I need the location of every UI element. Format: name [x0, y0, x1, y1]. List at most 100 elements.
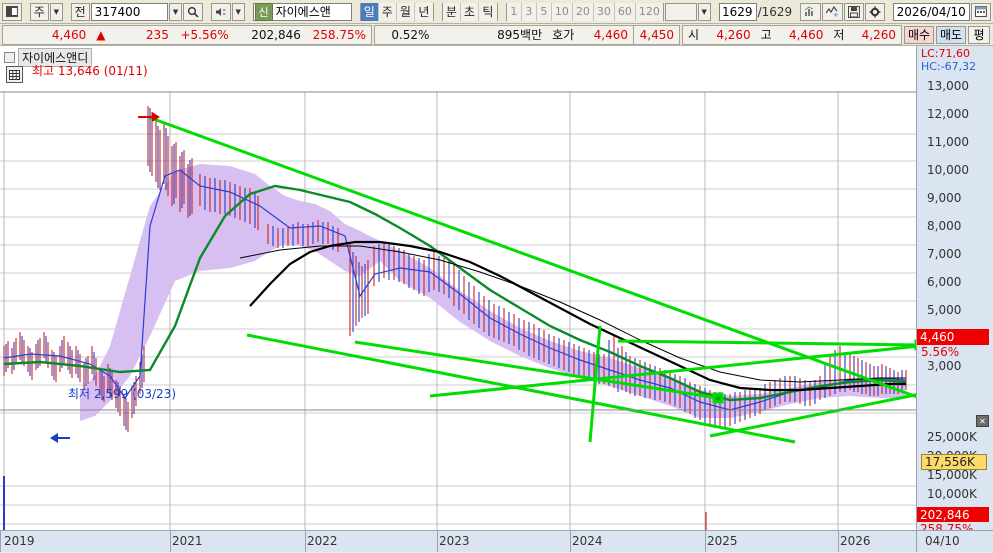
turnover-pct: 0.52% — [391, 27, 430, 42]
compare-icon[interactable] — [800, 2, 821, 21]
ma-mid-green — [3, 184, 907, 402]
current-price-badge: 4,460 — [917, 329, 989, 345]
volume-tick-25000k: 25,000K — [927, 430, 977, 444]
ma-long-black — [239, 240, 906, 392]
high-marker-arrow — [138, 112, 160, 122]
period-second-button[interactable]: 초 — [460, 2, 479, 21]
trendlines[interactable] — [147, 115, 926, 444]
period-week-button[interactable]: 주 — [378, 2, 397, 21]
x-tick-2021: 2021 — [172, 534, 203, 548]
price-change-pct: +5.56% — [180, 27, 229, 42]
period-month-button[interactable]: 월 — [396, 2, 415, 21]
lc-label: LC:71,60 — [921, 47, 971, 60]
tick-20-button[interactable]: 20 — [572, 2, 594, 21]
open-label: 시 — [688, 28, 700, 42]
x-divider-6 — [838, 531, 839, 552]
svg-text:+: + — [833, 11, 839, 17]
ma-short-blue — [3, 169, 907, 411]
indicator-icon[interactable]: + — [822, 2, 843, 21]
current-price-pct: 5.56% — [921, 345, 960, 359]
x-divider-0 — [0, 531, 1, 552]
date-input[interactable]: 2026/04/10 — [892, 2, 971, 21]
volume-axis[interactable]: ✕ 25,000K 20,000K 15,000K 10,000K 5,000K… — [916, 412, 993, 536]
price-arrow-icon: ▲ — [96, 27, 106, 42]
ask-price: 4,450 — [639, 27, 674, 42]
bar-count-total: /1629 — [757, 4, 793, 19]
price-tick-6000: 6,000 — [927, 275, 962, 289]
save-icon[interactable] — [843, 2, 864, 21]
tick-custom-dropdown-icon[interactable]: ▼ — [697, 2, 711, 21]
new-badge: 신 — [254, 2, 273, 21]
high-label: 고 — [760, 28, 772, 42]
x-divider-1 — [170, 531, 171, 552]
price-tick-10000: 10,000 — [927, 163, 969, 177]
price-tick-9000: 9,000 — [927, 191, 962, 205]
close-icon[interactable]: ✕ — [976, 415, 989, 427]
x-divider-7 — [916, 531, 917, 552]
stock-name-label: 자이에스앤 — [275, 5, 331, 19]
period-minute-button[interactable]: 분 — [442, 2, 461, 21]
tick-custom-field[interactable] — [664, 2, 697, 21]
buy-button[interactable]: 매수 — [904, 25, 934, 44]
tick-1-button[interactable]: 1 — [506, 2, 522, 21]
grid-icon[interactable] — [6, 66, 23, 83]
period-day-button[interactable]: 일 — [360, 2, 379, 21]
bid-label: 호가 — [552, 28, 575, 42]
sound-dropdown-icon[interactable]: ▼ — [231, 2, 245, 21]
chart-title-checkbox[interactable] — [4, 52, 15, 63]
volume-tick-15000k: 15,000K — [927, 468, 977, 482]
flat-button[interactable]: 평 — [968, 25, 990, 44]
period-year-button[interactable]: 년 — [414, 2, 433, 21]
chart-canvas[interactable] — [0, 46, 993, 552]
stock-name-field[interactable]: 신 자이에스앤 — [252, 2, 352, 21]
volume-value: 202,846 — [251, 27, 301, 42]
tick-5-button[interactable]: 5 — [536, 2, 552, 21]
current-price: 4,460 — [51, 27, 87, 42]
sell-button[interactable]: 매도 — [936, 25, 966, 44]
price-tick-7000: 7,000 — [927, 247, 962, 261]
x-tick-2022: 2022 — [307, 534, 338, 548]
bar-count-input[interactable]: 1629 — [718, 2, 757, 21]
tick-3-button[interactable]: 3 — [521, 2, 537, 21]
price-tick-8000: 8,000 — [927, 219, 962, 233]
open-price: 4,260 — [716, 27, 751, 42]
chart-title-bar[interactable]: 자이에스앤디 — [4, 48, 93, 67]
code-input[interactable]: 317400 — [90, 2, 169, 21]
unit-button[interactable]: 주 — [29, 2, 49, 21]
x-axis[interactable]: 2019 2021 2022 2023 2024 2025 2026 04/10 — [0, 530, 993, 552]
price-tick-12000: 12,000 — [927, 107, 969, 121]
tick-30-button[interactable]: 30 — [593, 2, 615, 21]
x-divider-3 — [437, 531, 438, 552]
x-tick-2024: 2024 — [572, 534, 603, 548]
price-axis[interactable]: LC:71,60 HC:-67,32 13,000 12,000 11,000 … — [916, 46, 993, 412]
prev-button[interactable]: 전 — [70, 2, 90, 21]
x-divider-2 — [305, 531, 306, 552]
tick-60-button[interactable]: 60 — [614, 2, 636, 21]
window-icon[interactable] — [2, 2, 22, 21]
gear-icon[interactable] — [864, 2, 885, 21]
code-dropdown-icon[interactable]: ▼ — [169, 2, 182, 21]
tick-interval-group: 1 3 5 10 20 30 60 120 — [505, 2, 664, 21]
x-tick-2023: 2023 — [439, 534, 470, 548]
sound-icon[interactable] — [210, 2, 231, 21]
main-toolbar: 주 ▼ 전 317400 ▼ ▼ 신 자이에스앤 일 주 월 년 분 초 틱 — [0, 0, 993, 24]
quote-group-price: 4,460 ▲ 235 +5.56% 202,846 258.75% — [2, 24, 372, 45]
period-group-1: 일 주 월 년 — [359, 2, 434, 21]
calendar-icon[interactable] — [971, 2, 991, 21]
tick-10-button[interactable]: 10 — [551, 2, 573, 21]
quote-group-ohl: 시 4,260 고 4,460 저 4,260 — [682, 24, 902, 45]
period-tick-button[interactable]: 틱 — [478, 2, 497, 21]
unit-dropdown-icon[interactable]: ▼ — [49, 2, 63, 21]
low-annotation: 최저 2,599 (03/23) — [68, 387, 177, 401]
quote-group-ask: 4,450 — [634, 24, 680, 45]
quote-group-turnover: 0.52% 895백만 호가 4,460 — [374, 24, 634, 45]
hc-label: HC:-67,32 — [921, 60, 977, 73]
price-tick-13000: 13,000 — [927, 79, 969, 93]
search-icon[interactable] — [182, 2, 203, 21]
tick-120-button[interactable]: 120 — [635, 2, 663, 21]
high-annotation: 최고 13,646 (01/11) — [32, 64, 148, 78]
chart-area[interactable]: LC:71,60 HC:-67,32 13,000 12,000 11,000 … — [0, 46, 993, 552]
volume-tick-10000k: 10,000K — [927, 487, 977, 501]
low-marker-arrow — [50, 433, 70, 443]
